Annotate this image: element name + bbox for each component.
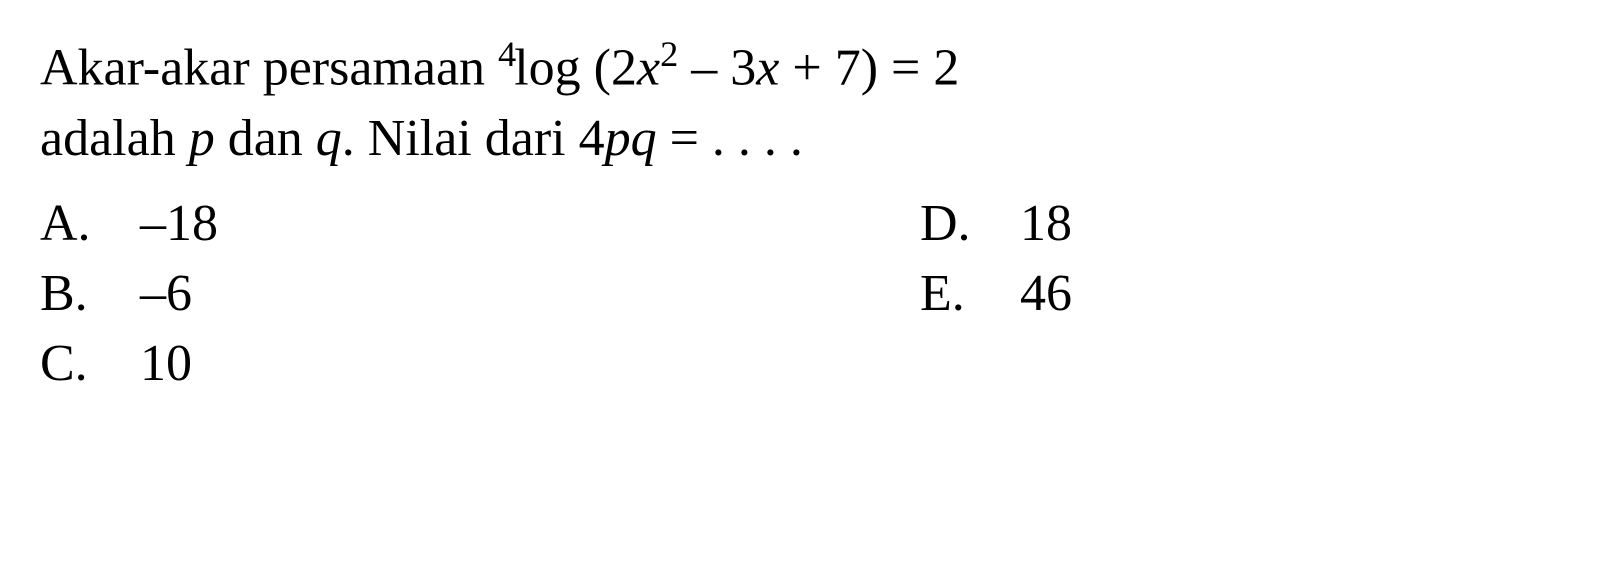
- text-segment: log (2: [514, 39, 637, 96]
- math-question: Akar-akar persamaan 4log (2x2 – 3x + 7) …: [40, 30, 1581, 399]
- option-label: B.: [40, 259, 140, 329]
- option-e: E. 46: [920, 259, 1072, 329]
- option-value: 10: [140, 329, 920, 399]
- option-label: D.: [920, 189, 1020, 259]
- log-base-superscript: 4: [498, 34, 516, 74]
- text-segment: + 7) = 2: [779, 39, 959, 96]
- variable-p: p: [189, 110, 215, 167]
- variable-q: q: [316, 110, 342, 167]
- variable-x: x: [637, 39, 660, 96]
- text-segment: Akar-akar persamaan: [40, 39, 498, 96]
- option-value: 46: [1020, 259, 1072, 329]
- option-label: A.: [40, 189, 140, 259]
- question-stem: Akar-akar persamaan 4log (2x2 – 3x + 7) …: [40, 30, 1581, 174]
- question-line-1: Akar-akar persamaan 4log (2x2 – 3x + 7) …: [40, 30, 1581, 104]
- variable-x: x: [756, 39, 779, 96]
- option-a: A. –18: [40, 189, 920, 259]
- text-segment: . Nilai dari 4: [342, 110, 605, 167]
- option-c: C. 10: [40, 329, 920, 399]
- exponent-2: 2: [660, 34, 678, 74]
- option-label: E.: [920, 259, 1020, 329]
- text-segment: – 3: [678, 39, 756, 96]
- option-b: B. –6: [40, 259, 920, 329]
- option-value: 18: [1020, 189, 1072, 259]
- answer-options: A. –18 B. –6 C. 10 D. 18 E. 46: [40, 189, 1581, 400]
- options-column-right: D. 18 E. 46: [920, 189, 1072, 400]
- text-segment: adalah: [40, 110, 189, 167]
- option-label: C.: [40, 329, 140, 399]
- option-value: –6: [140, 259, 920, 329]
- option-value: –18: [140, 189, 920, 259]
- options-column-left: A. –18 B. –6 C. 10: [40, 189, 920, 400]
- text-segment: dan: [215, 110, 316, 167]
- text-segment: = . . . .: [657, 110, 803, 167]
- question-line-2: adalah p dan q. Nilai dari 4pq = . . . .: [40, 104, 1581, 174]
- variable-pq: pq: [605, 110, 657, 167]
- option-d: D. 18: [920, 189, 1072, 259]
